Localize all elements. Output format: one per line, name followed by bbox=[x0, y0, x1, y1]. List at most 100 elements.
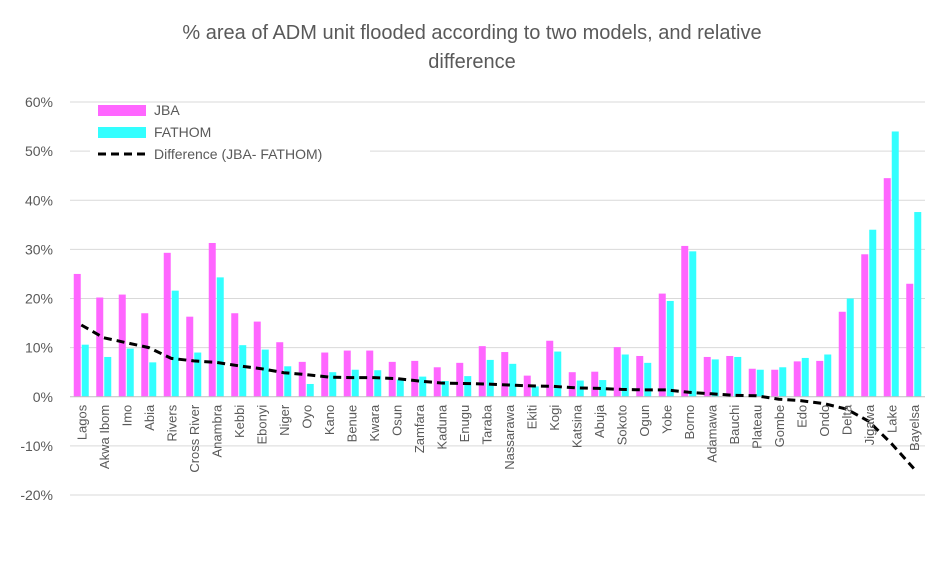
x-tick-label: Ogun bbox=[637, 405, 652, 437]
bar-fathom bbox=[891, 131, 899, 397]
bar-fathom bbox=[126, 348, 134, 397]
bar-fathom bbox=[104, 356, 112, 397]
bar-jba bbox=[523, 375, 531, 397]
bar-fathom bbox=[599, 380, 607, 397]
x-tick-labels: Lagos Akwa Ibom Imo Abia Rivers Cross River An… bbox=[74, 404, 922, 473]
x-tick-label: Ekiti bbox=[524, 405, 539, 430]
y-tick-label: -20% bbox=[20, 487, 53, 503]
x-tick-label: Niger bbox=[277, 404, 292, 436]
legend-swatch-fathom bbox=[98, 127, 146, 138]
bar-fathom bbox=[756, 369, 764, 397]
x-tick-label: Anambra bbox=[209, 404, 224, 458]
y-tick-label: 30% bbox=[25, 241, 53, 257]
bar-fathom bbox=[711, 359, 719, 397]
bar-jba bbox=[186, 316, 194, 397]
x-tick-label: Kano bbox=[322, 405, 337, 435]
x-tick-label: Akwa Ibom bbox=[97, 405, 112, 469]
chart-title: % area of ADM unit flooded according to … bbox=[182, 22, 761, 73]
bar-fathom bbox=[531, 386, 539, 397]
bar-jba bbox=[906, 283, 914, 397]
chart-title-line-1: % area of ADM unit flooded according to … bbox=[182, 22, 761, 44]
bar-jba bbox=[366, 350, 374, 397]
y-tick-labels: -20% -10% 0% 10% 20% 30% 40% 50% 60% bbox=[20, 94, 53, 503]
x-tick-label: Bayelsa bbox=[907, 404, 922, 451]
bar-jba bbox=[96, 297, 104, 397]
x-tick-label: Taraba bbox=[479, 404, 494, 445]
x-tick-label: Lagos bbox=[74, 404, 89, 440]
x-tick-label: Ondo bbox=[817, 405, 832, 437]
x-tick-label: Adamawa bbox=[704, 404, 719, 463]
legend-label: JBA bbox=[154, 102, 180, 118]
y-tick-label: 50% bbox=[25, 143, 53, 159]
bar-fathom bbox=[351, 369, 359, 397]
bar-fathom bbox=[779, 367, 787, 397]
x-tick-label: Kaduna bbox=[434, 404, 449, 450]
bar-fathom bbox=[689, 251, 697, 397]
x-tick-label: Enugu bbox=[457, 405, 472, 443]
x-tick-label: Kogi bbox=[547, 405, 562, 431]
x-tick-label: Kwara bbox=[367, 404, 382, 442]
x-tick-label: Plateau bbox=[749, 405, 764, 449]
legend-label: Difference (JBA- FATHOM) bbox=[154, 146, 322, 162]
x-tick-label: Borno bbox=[682, 405, 697, 440]
bar-jba bbox=[141, 313, 149, 397]
y-tick-label: 40% bbox=[25, 192, 53, 208]
bar-fathom bbox=[734, 356, 742, 397]
bar-jba bbox=[613, 347, 621, 397]
bar-fathom bbox=[329, 372, 337, 397]
x-tick-label: Gombe bbox=[772, 405, 787, 448]
x-tick-label: Abuja bbox=[592, 404, 607, 438]
bar-jba bbox=[411, 360, 419, 397]
bar-fathom bbox=[81, 344, 89, 397]
bar-jba bbox=[501, 352, 509, 397]
x-tick-label: Ebonyi bbox=[254, 405, 269, 445]
x-tick-label: Imo bbox=[119, 405, 134, 427]
bar-fathom bbox=[914, 212, 922, 397]
bar-fathom bbox=[396, 379, 404, 397]
bar-fathom bbox=[374, 370, 382, 397]
x-tick-label: Cross River bbox=[187, 404, 202, 473]
bar-fathom bbox=[441, 381, 449, 397]
bar-jba bbox=[636, 355, 644, 397]
bar-jba bbox=[163, 252, 171, 397]
bar-fathom bbox=[149, 362, 157, 397]
x-tick-label: Jigawa bbox=[862, 404, 877, 445]
bars bbox=[73, 131, 922, 397]
x-tick-label: Oyo bbox=[299, 405, 314, 429]
chart-title-line-2: difference bbox=[428, 51, 515, 73]
bar-fathom bbox=[261, 349, 269, 397]
bar-jba bbox=[231, 313, 239, 397]
bar-jba bbox=[298, 361, 306, 397]
x-tick-label: Lake bbox=[884, 405, 899, 433]
bar-jba bbox=[703, 356, 711, 397]
x-tick-label: Katsina bbox=[569, 404, 584, 448]
legend: JBA FATHOM Difference (JBA- FATHOM) bbox=[90, 102, 370, 166]
y-tick-label: 10% bbox=[25, 340, 53, 356]
difference-line bbox=[80, 323, 915, 470]
bar-jba bbox=[253, 321, 261, 397]
bar-fathom bbox=[621, 354, 629, 397]
bar-fathom bbox=[239, 345, 247, 397]
bar-jba bbox=[118, 294, 126, 397]
bar-fathom bbox=[824, 354, 832, 397]
bar-jba bbox=[748, 368, 756, 397]
bar-jba bbox=[726, 355, 734, 397]
x-tick-label: Yobe bbox=[659, 405, 674, 434]
x-tick-label: Bauchi bbox=[727, 405, 742, 445]
y-tick-label: 20% bbox=[25, 291, 53, 307]
x-tick-label: Nassarawa bbox=[502, 404, 517, 470]
x-tick-label: Edo bbox=[794, 405, 809, 428]
x-tick-label: Zamfara bbox=[412, 404, 427, 453]
bar-jba bbox=[343, 350, 351, 397]
bar-jba bbox=[568, 372, 576, 397]
bar-fathom bbox=[486, 359, 494, 397]
bar-fathom bbox=[194, 352, 202, 397]
bar-jba bbox=[883, 178, 891, 397]
bar-jba bbox=[793, 361, 801, 397]
bar-fathom bbox=[216, 277, 224, 397]
bar-jba bbox=[771, 369, 779, 397]
bar-jba bbox=[861, 254, 869, 397]
y-tick-label: 0% bbox=[33, 389, 53, 405]
bar-fathom bbox=[284, 366, 292, 397]
